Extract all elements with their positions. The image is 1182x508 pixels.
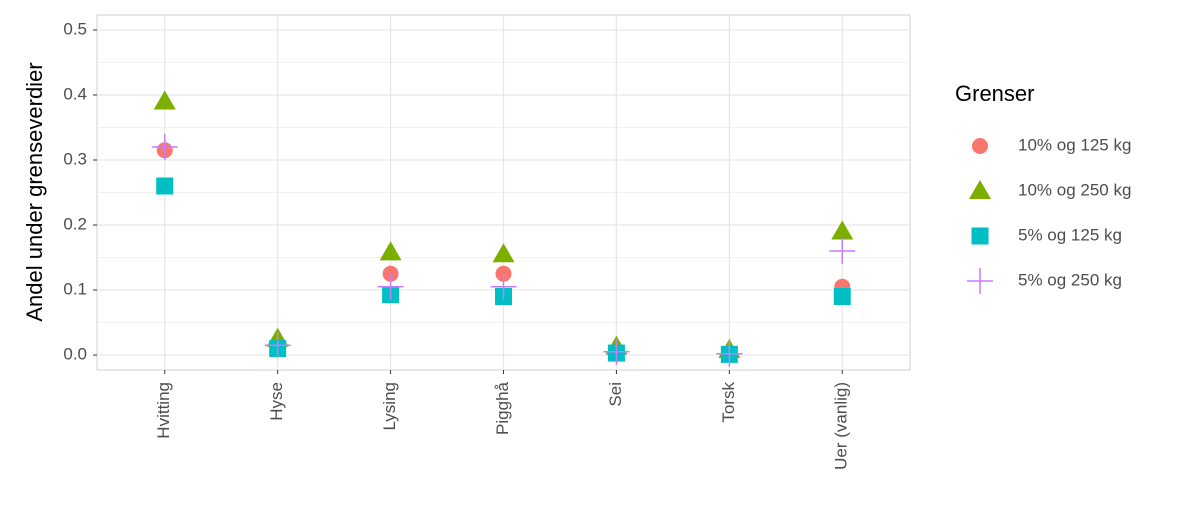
y-tick-label: 0.3 xyxy=(63,149,87,168)
point xyxy=(264,332,291,359)
point xyxy=(831,220,854,240)
x-tick-label: Hyse xyxy=(267,382,286,421)
x-tick-label: Torsk xyxy=(719,382,738,423)
x-tick-label: Uer (vanlig) xyxy=(832,382,851,470)
y-tick-label: 0.0 xyxy=(63,345,87,364)
legend-label: 5% og 250 kg xyxy=(1018,270,1122,289)
y-tick-label: 0.4 xyxy=(63,84,87,103)
point xyxy=(833,288,851,306)
point xyxy=(156,177,174,195)
y-tick-label: 0.1 xyxy=(63,280,87,299)
y-axis-label: Andel under grenseverdier xyxy=(22,62,47,321)
legend-label: 10% og 250 kg xyxy=(1018,180,1131,199)
point xyxy=(151,133,178,160)
point xyxy=(490,273,517,300)
x-tick-label: Hvitting xyxy=(154,382,173,439)
x-tick-label: Sei xyxy=(606,382,625,407)
y-tick-label: 0.5 xyxy=(63,19,87,38)
point xyxy=(829,238,856,265)
legend-label: 5% og 125 kg xyxy=(1018,225,1122,244)
x-tick-label: Lysing xyxy=(380,382,399,431)
point xyxy=(377,273,404,300)
point xyxy=(603,338,630,365)
point xyxy=(379,241,402,261)
legend-key xyxy=(972,138,988,154)
point xyxy=(382,265,399,282)
grid xyxy=(97,15,910,370)
point xyxy=(492,243,515,263)
point xyxy=(716,340,743,367)
legend-label: 10% og 125 kg xyxy=(1018,135,1131,154)
legend-key xyxy=(969,180,991,199)
point xyxy=(153,90,176,110)
legend-key xyxy=(967,268,993,294)
point xyxy=(495,265,512,282)
legend-key xyxy=(971,227,989,245)
y-tick-label: 0.2 xyxy=(63,214,87,233)
legend-title: Grenser xyxy=(955,81,1034,106)
x-tick-label: Pigghå xyxy=(493,381,512,434)
